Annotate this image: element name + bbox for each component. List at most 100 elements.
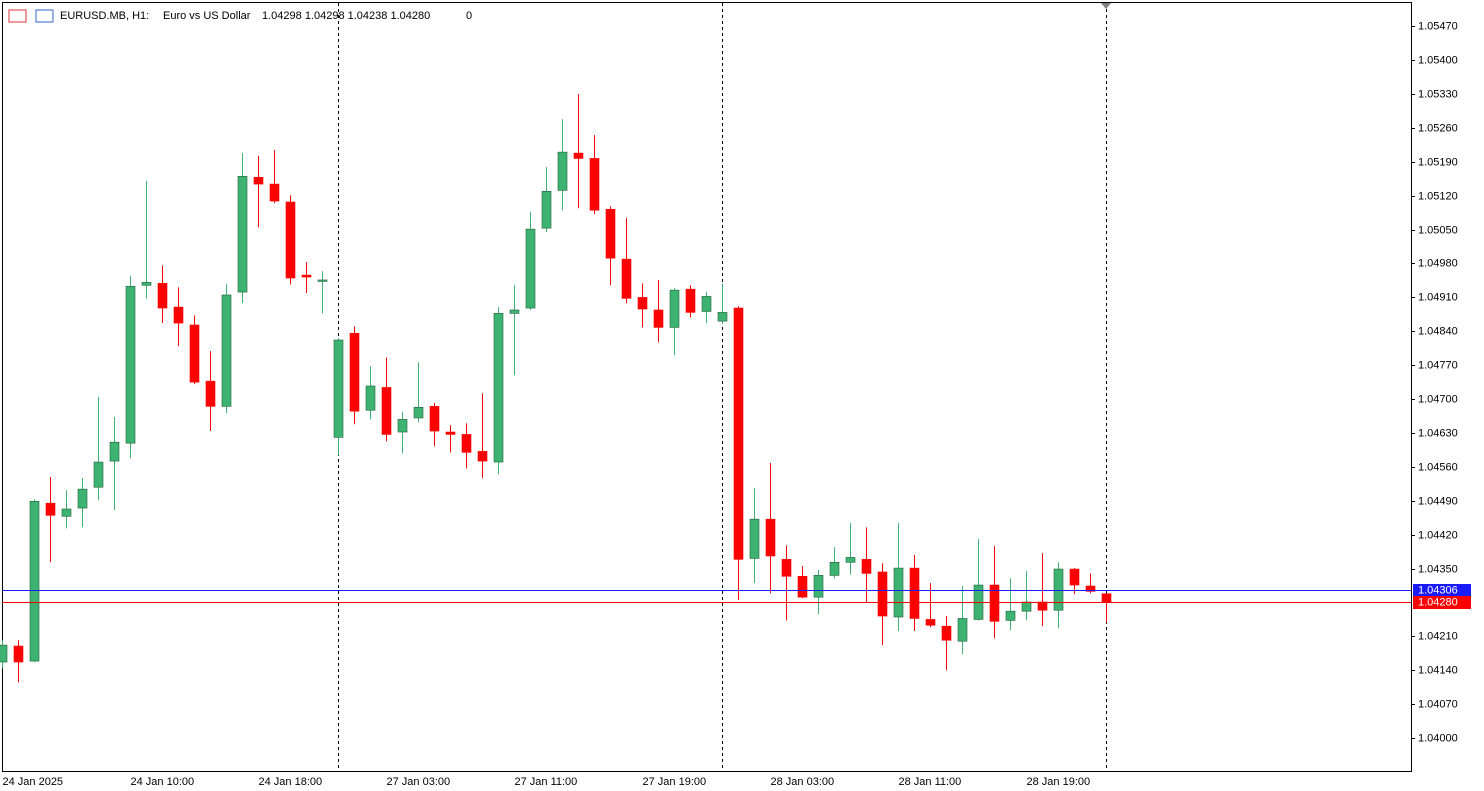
candle-body (701, 296, 712, 312)
candle-body (637, 297, 648, 310)
price-label-box (1413, 596, 1471, 609)
candle-body (13, 645, 24, 663)
y-tick-label: 1.04140 (1418, 664, 1458, 676)
candle-body (717, 312, 728, 322)
candle-body (301, 274, 312, 278)
candle-body (685, 288, 696, 313)
x-tick-label: 27 Jan 11:00 (515, 776, 578, 788)
candle-body (893, 567, 904, 618)
x-tick-label: 27 Jan 19:00 (643, 776, 707, 788)
y-tick-label: 1.04210 (1418, 630, 1458, 642)
candle-body (765, 518, 776, 557)
candle-body (269, 183, 280, 202)
candle-body (669, 289, 680, 328)
price-label-box (1413, 584, 1471, 597)
candle-body (957, 618, 968, 642)
candle-body (1101, 593, 1112, 603)
plot-frame (2, 2, 1412, 772)
candle-body (925, 619, 936, 626)
y-tick-label: 1.04490 (1418, 495, 1458, 507)
candle-body (77, 488, 88, 509)
y-tick-label: 1.04980 (1418, 257, 1458, 269)
y-tick-label: 1.05470 (1418, 20, 1458, 32)
candle-body (109, 441, 120, 462)
candle-body (349, 332, 360, 412)
x-tick-label: 24 Jan 18:00 (259, 776, 323, 788)
candle-body (125, 285, 136, 444)
description: Euro vs US Dollar (163, 10, 251, 22)
y-tick-label: 1.04630 (1418, 427, 1458, 439)
y-tick-label: 1.05190 (1418, 156, 1458, 168)
candle-body (525, 228, 536, 309)
candle-body (45, 502, 56, 516)
candle-body (237, 176, 248, 293)
candle-body (221, 294, 232, 407)
candle-body (189, 324, 200, 383)
y-tick-label: 1.04770 (1418, 359, 1458, 371)
candle-body (205, 380, 216, 407)
y-tick-label: 1.04560 (1418, 461, 1458, 473)
shift-marker (1101, 3, 1111, 9)
x-tick-label: 28 Jan 03:00 (771, 776, 835, 788)
candle-body (173, 306, 184, 324)
ohlc: 1.04298 1.04298 1.04238 1.04280 (262, 10, 430, 22)
candle-body (557, 151, 568, 191)
candle-body (285, 201, 296, 279)
candle-body (989, 584, 1000, 622)
header: EURUSD.MB, H1: Euro vs US Dollar 1.04298… (8, 9, 472, 23)
price-label: 1.04280 (1418, 596, 1458, 608)
candle-body (445, 431, 456, 435)
y-tick-label: 1.05330 (1418, 88, 1458, 100)
candle-body (1021, 601, 1032, 612)
candle-body (1085, 585, 1096, 592)
candle-body (333, 339, 344, 438)
x-tick-label: 27 Jan 03:00 (387, 776, 451, 788)
candle-body (365, 385, 376, 411)
candle-body (461, 434, 472, 453)
candle-body (573, 152, 584, 159)
candle-body (797, 576, 808, 598)
y-tick-label: 1.04910 (1418, 291, 1458, 303)
candle-body (509, 309, 520, 314)
x-tick-label: 24 Jan 2025 (3, 776, 64, 788)
candle-body (861, 559, 872, 574)
candle-body (381, 387, 392, 435)
candle-body (941, 625, 952, 641)
icon (8, 9, 27, 23)
candle-body (813, 575, 824, 598)
candle-body (653, 309, 664, 328)
candle-body (877, 571, 888, 617)
candle-body (1053, 568, 1064, 611)
candle-body (493, 313, 504, 463)
candle-body (141, 282, 152, 286)
y-tick-label: 1.05120 (1418, 190, 1458, 202)
x-tick-label: 28 Jan 11:00 (899, 776, 962, 788)
y-tick-label: 1.04350 (1418, 563, 1458, 575)
candle-body (733, 307, 744, 560)
candle-body (157, 283, 168, 309)
y-tick-label: 1.05050 (1418, 224, 1458, 236)
y-tick-label: 1.04070 (1418, 698, 1458, 710)
y-tick-label: 1.04000 (1418, 732, 1458, 744)
candle-body (317, 279, 328, 282)
candle-body (909, 567, 920, 619)
x-tick-label: 28 Jan 19:00 (1027, 776, 1091, 788)
candle-body (477, 451, 488, 462)
candle-body (61, 508, 72, 517)
candle-body (749, 518, 760, 559)
candle-body (413, 407, 424, 419)
candle-body (0, 644, 8, 663)
candle-body (1005, 610, 1016, 621)
symbol: EURUSD.MB, H1: (60, 10, 149, 22)
y-tick-label: 1.04840 (1418, 325, 1458, 337)
candle-body (845, 557, 856, 563)
icon (35, 9, 54, 23)
candle-body (29, 500, 40, 662)
candle-body (541, 191, 552, 229)
price-label: 1.04306 (1418, 584, 1458, 596)
candle-body (621, 258, 632, 299)
y-tick-label: 1.04420 (1418, 529, 1458, 541)
candle-body (781, 559, 792, 577)
x-tick-label: 24 Jan 10:00 (131, 776, 195, 788)
